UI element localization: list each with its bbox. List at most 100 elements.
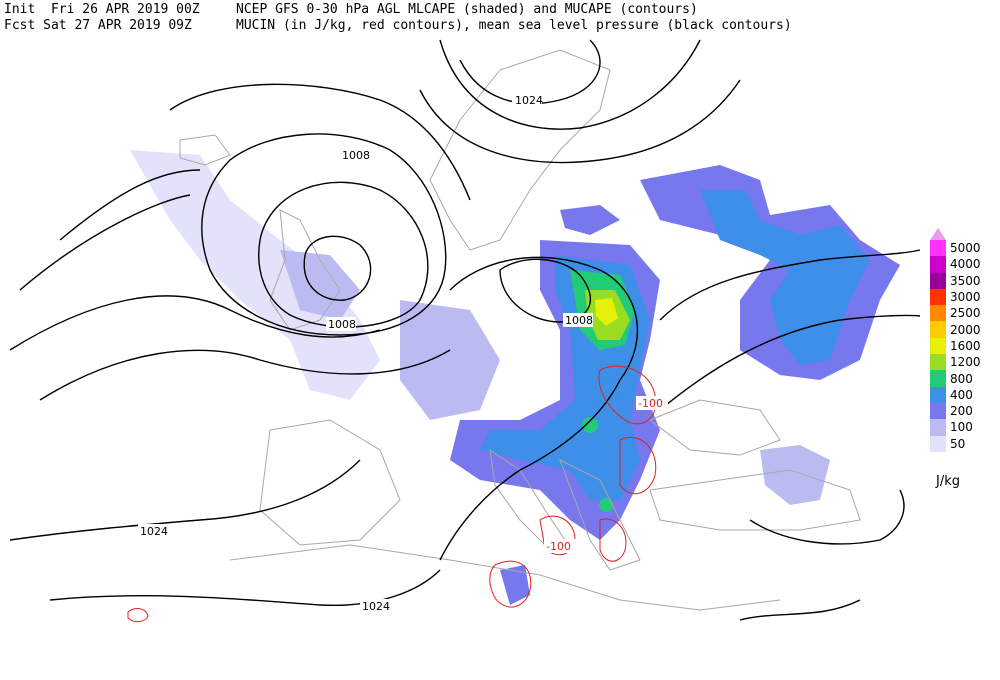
- legend-value: 2000: [950, 322, 981, 337]
- legend-value: 200: [950, 404, 973, 419]
- legend-swatch: [930, 321, 946, 338]
- legend-entry: 1600: [930, 337, 994, 355]
- cape-area-scandinavia: [560, 205, 620, 235]
- isobar-east-1: [449, 256, 639, 381]
- isobars: [9, 39, 921, 621]
- legend-entry: 1200: [930, 354, 994, 371]
- contour-labels: 1024 1008 1008 1008 1024 1024 -100 -100: [138, 93, 668, 613]
- coast-africa: [229, 544, 781, 611]
- coast-balkans: [559, 458, 641, 571]
- cape-area-central-1600: [595, 298, 618, 326]
- isobar-africa-1024: [49, 569, 441, 607]
- isobar-1008-ring: [201, 133, 447, 336]
- isobar-arc-3: [19, 194, 191, 291]
- legend-entry: 200: [930, 402, 994, 420]
- cape-legend: 5000 4000 3500 3000 2500 2000 1600 1200 800 400 20…: [930, 228, 994, 452]
- legend-swatch: [930, 288, 946, 306]
- mucin-greece: [599, 518, 627, 562]
- legend-swatch: [930, 354, 946, 371]
- legend-value: 100: [950, 420, 973, 435]
- coast-blacksea: [648, 399, 781, 456]
- label-1024-spain: 1024: [140, 525, 168, 538]
- legend-value: 800: [950, 371, 973, 386]
- legend-value: 4000: [950, 257, 981, 272]
- cape-area-balkan-800: [582, 417, 598, 433]
- isobar-spain-1024: [9, 459, 361, 541]
- legend-entry: 400: [930, 386, 994, 403]
- legend-value: 1200: [950, 355, 981, 370]
- coast-turkey: [649, 469, 861, 531]
- isobar-arc-1: [169, 83, 471, 201]
- legend-value: 2500: [950, 306, 981, 321]
- legend-entry: 5000: [930, 240, 994, 257]
- mucin-black-sea: [598, 365, 657, 425]
- isobar-low-iceland-1: [258, 181, 429, 328]
- legend-arrow-icon: [930, 228, 946, 240]
- isobar-east-2: [439, 379, 621, 561]
- legend-value: 3500: [950, 273, 981, 288]
- title-line-2: MUCIN (in J/kg, red contours), mean sea …: [236, 18, 792, 33]
- isobar-arc-2: [59, 169, 201, 241]
- legend-swatch: [930, 435, 946, 452]
- cape-area-france: [400, 300, 500, 420]
- legend-entry: 800: [930, 370, 994, 387]
- cape-area-turkey: [760, 445, 830, 505]
- legend-entry: 2500: [930, 305, 994, 322]
- isobar-turkey-2: [739, 599, 861, 621]
- label-1008-east: 1008: [565, 314, 593, 327]
- mucin-sicily: [489, 560, 532, 608]
- legend-value: 400: [950, 387, 973, 402]
- legend-entry: 100: [930, 419, 994, 436]
- legend-swatch: [930, 256, 946, 273]
- legend-swatch: [930, 402, 946, 420]
- legend-unit-label: J/kg: [936, 474, 960, 489]
- legend-swatch: [930, 419, 946, 436]
- isobar-russia: [659, 249, 921, 321]
- forecast-time-label: Fcst Sat 27 APR 2019 09Z: [4, 18, 192, 33]
- legend-value: 3000: [950, 290, 981, 305]
- isobar-east-low: [499, 258, 591, 323]
- legend-swatch: [930, 240, 946, 257]
- isobar-atlantic-1: [9, 295, 381, 351]
- cape-area-uk: [280, 250, 360, 320]
- label-1024-north: 1024: [515, 94, 543, 107]
- isobar-turkey: [749, 489, 905, 545]
- isobar-russia-2: [659, 314, 921, 411]
- legend-swatch: [930, 272, 946, 289]
- coast-iceland: [179, 134, 231, 166]
- cape-area-atlantic: [130, 150, 380, 400]
- cape-area-russia-400: [700, 190, 870, 365]
- legend-entry: 3500: [930, 272, 994, 289]
- isobar-atlantic-2: [39, 349, 451, 401]
- legend-value: 50: [950, 436, 966, 451]
- legend-swatch: [930, 337, 946, 355]
- legend-swatch: [930, 386, 946, 403]
- label-1024-africa: 1024: [362, 600, 390, 613]
- legend-value: 1600: [950, 338, 981, 353]
- isobar-north-1024: [459, 39, 601, 105]
- isobar-north-2: [439, 39, 701, 130]
- cape-shading: [130, 150, 900, 605]
- init-time-label: Init Fri 26 APR 2019 00Z: [4, 2, 200, 17]
- coastlines: [179, 49, 861, 611]
- legend-entry: 4000: [930, 256, 994, 273]
- legend-entry: 50: [930, 435, 994, 452]
- cape-area-sicily: [500, 565, 530, 605]
- label-1008-iceland: 1008: [342, 149, 370, 162]
- legend-value: 5000: [950, 241, 981, 256]
- map-header: Init Fri 26 APR 2019 00Z NCEP GFS 0-30 hP…: [4, 2, 792, 34]
- coast-scandinavia: [429, 49, 611, 251]
- label-mucin-italy: -100: [546, 540, 571, 553]
- legend-swatch: [930, 305, 946, 322]
- mucin-balkans: [619, 437, 657, 495]
- label-mucin-black-sea: -100: [638, 397, 663, 410]
- label-1008-uk: 1008: [328, 318, 356, 331]
- isobar-low-iceland-inner: [303, 235, 372, 301]
- legend-swatch: [930, 370, 946, 387]
- coast-iberia: [259, 419, 401, 546]
- isobar-north-3: [419, 79, 741, 164]
- legend-entry: 2000: [930, 321, 994, 338]
- legend-entry: 3000: [930, 288, 994, 306]
- coast-uk: [269, 209, 341, 331]
